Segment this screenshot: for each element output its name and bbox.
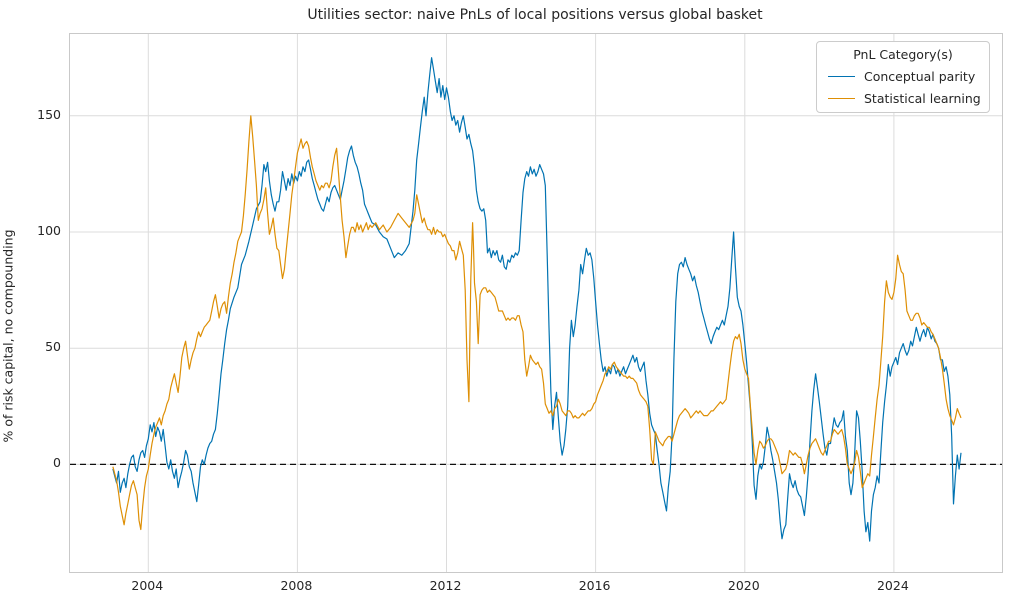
legend-line-swatch-icon (828, 75, 855, 77)
legend-label: Statistical learning (864, 90, 981, 106)
x-tick-label: 2008 (280, 578, 313, 593)
legend-entries: Conceptual parity Statistical learning (817, 65, 989, 109)
chart-canvas (70, 34, 1002, 572)
legend-entry: Conceptual parity (817, 65, 989, 87)
y-tick-label: 150 (37, 106, 61, 122)
x-tick-label: 2024 (876, 578, 909, 593)
y-tick-label: 50 (45, 339, 61, 355)
x-tick-label: 2004 (131, 578, 164, 593)
series-line-1 (112, 115, 962, 531)
y-axis-label: % of risk capital, no compounding (0, 229, 16, 443)
x-tick-label: 2016 (578, 578, 611, 593)
series-line-0 (112, 57, 962, 542)
y-tick-label: 0 (53, 455, 61, 471)
x-tick-label: 2012 (429, 578, 462, 593)
x-tick-label: 2020 (727, 578, 760, 593)
chart-title: Utilities sector: naive PnLs of local po… (307, 7, 763, 23)
legend-entry: Statistical learning (817, 87, 989, 109)
plot-area: % of risk capital, no compounding (1, 33, 1003, 573)
y-tick-label: 100 (37, 223, 61, 238)
legend-title: PnL Category(s) (853, 47, 953, 62)
legend-line-swatch-icon (828, 97, 855, 99)
legend: PnL Category(s) Conceptual parity Statist… (816, 41, 990, 113)
legend-label: Conceptual parity (864, 68, 976, 84)
